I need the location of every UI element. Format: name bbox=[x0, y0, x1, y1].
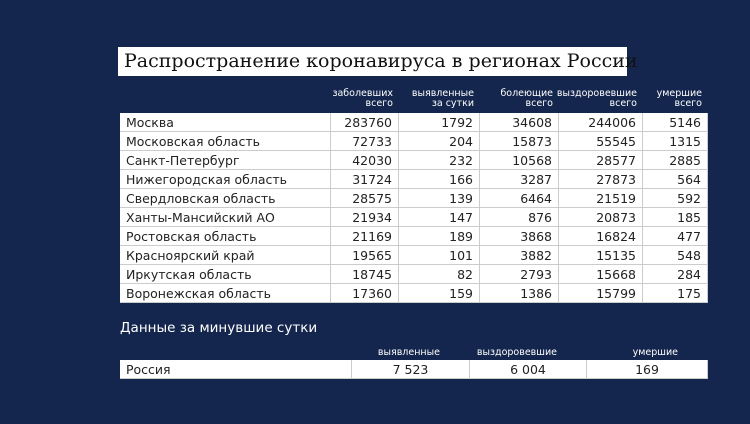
number-cell: 101 bbox=[399, 246, 480, 265]
number-cell: 6464 bbox=[480, 189, 559, 208]
region-name: Воронежская область bbox=[120, 284, 331, 303]
number-cell: 2793 bbox=[480, 265, 559, 284]
number-cell: 82 bbox=[399, 265, 480, 284]
title: Распространение коронавируса в регионах … bbox=[118, 47, 638, 76]
region-name: Иркутская область bbox=[120, 265, 331, 284]
number-cell: 284 bbox=[643, 265, 708, 284]
column-header: болеющие всего bbox=[500, 88, 553, 109]
number-cell: 42030 bbox=[331, 151, 399, 170]
number-cell: 21169 bbox=[331, 227, 399, 246]
number-cell: 548 bbox=[643, 246, 708, 265]
number-cell: 72733 bbox=[331, 132, 399, 151]
number-cell: 159 bbox=[399, 284, 480, 303]
number-cell: 15873 bbox=[480, 132, 559, 151]
number-cell: 18745 bbox=[331, 265, 399, 284]
number-cell: 2885 bbox=[643, 151, 708, 170]
number-cell: 147 bbox=[399, 208, 480, 227]
number-cell: 1315 bbox=[643, 132, 708, 151]
number-cell: 189 bbox=[399, 227, 480, 246]
number-cell: 27873 bbox=[559, 170, 643, 189]
number-cell: 17360 bbox=[331, 284, 399, 303]
number-cell: 16824 bbox=[559, 227, 643, 246]
number-cell: 283760 bbox=[331, 113, 399, 132]
summary-value: 6 004 bbox=[470, 360, 587, 379]
number-cell: 185 bbox=[643, 208, 708, 227]
number-cell: 20873 bbox=[559, 208, 643, 227]
number-cell: 477 bbox=[643, 227, 708, 246]
region-name: Московская область bbox=[120, 132, 331, 151]
number-cell: 21519 bbox=[559, 189, 643, 208]
number-cell: 175 bbox=[643, 284, 708, 303]
region-name: Ханты-Мансийский АО bbox=[120, 208, 331, 227]
region-name: Санкт-Петербург bbox=[120, 151, 331, 170]
number-cell: 1792 bbox=[399, 113, 480, 132]
column-header: умершие всего bbox=[656, 88, 702, 109]
column-header: заболевших всего bbox=[332, 88, 393, 109]
number-cell: 15668 bbox=[559, 265, 643, 284]
number-cell: 3868 bbox=[480, 227, 559, 246]
number-cell: 55545 bbox=[559, 132, 643, 151]
column-header: выявленные за сутки bbox=[411, 88, 474, 109]
number-cell: 204 bbox=[399, 132, 480, 151]
summary-header: выявленные bbox=[377, 347, 440, 358]
number-cell: 244006 bbox=[559, 113, 643, 132]
column-header: выздоровевшие всего bbox=[556, 88, 637, 109]
region-name: Москва bbox=[120, 113, 331, 132]
number-cell: 876 bbox=[480, 208, 559, 227]
number-cell: 15799 bbox=[559, 284, 643, 303]
number-cell: 232 bbox=[399, 151, 480, 170]
number-cell: 28575 bbox=[331, 189, 399, 208]
number-cell: 28577 bbox=[559, 151, 643, 170]
number-cell: 1386 bbox=[480, 284, 559, 303]
number-cell: 31724 bbox=[331, 170, 399, 189]
number-cell: 166 bbox=[399, 170, 480, 189]
summary-header: умершие bbox=[632, 347, 678, 358]
number-cell: 5146 bbox=[643, 113, 708, 132]
region-name: Ростовская область bbox=[120, 227, 331, 246]
number-cell: 564 bbox=[643, 170, 708, 189]
summary-value: 169 bbox=[587, 360, 708, 379]
summary-header: выздоровевшие bbox=[476, 347, 557, 358]
summary-title: Данные за минувшие сутки bbox=[120, 320, 318, 336]
number-cell: 15135 bbox=[559, 246, 643, 265]
number-cell: 19565 bbox=[331, 246, 399, 265]
number-cell: 3882 bbox=[480, 246, 559, 265]
summary-value: 7 523 bbox=[352, 360, 470, 379]
summary-region: Россия bbox=[120, 360, 352, 379]
number-cell: 34608 bbox=[480, 113, 559, 132]
region-name: Нижегородская область bbox=[120, 170, 331, 189]
number-cell: 592 bbox=[643, 189, 708, 208]
number-cell: 10568 bbox=[480, 151, 559, 170]
number-cell: 3287 bbox=[480, 170, 559, 189]
number-cell: 139 bbox=[399, 189, 480, 208]
region-name: Свердловская область bbox=[120, 189, 331, 208]
region-name: Красноярский край bbox=[120, 246, 331, 265]
number-cell: 21934 bbox=[331, 208, 399, 227]
